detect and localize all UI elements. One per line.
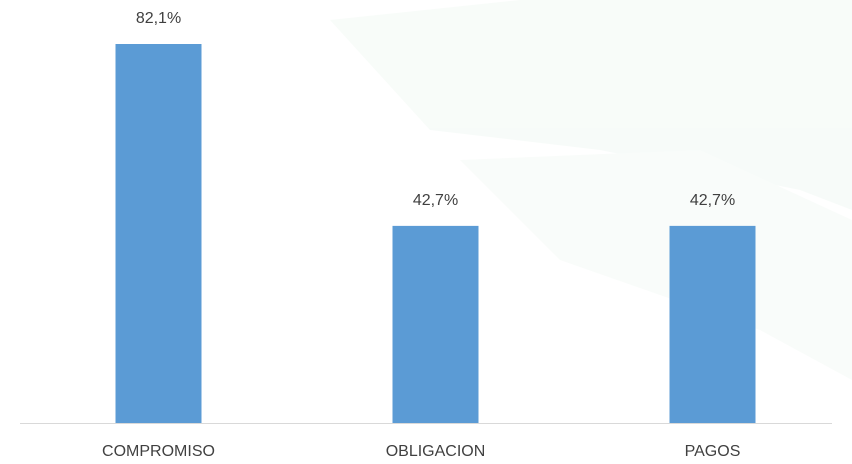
data-label: 42,7% [690,192,735,209]
watermark-shape [330,0,852,210]
bar [392,225,479,423]
x-tick-label: OBLIGACION [386,443,486,460]
bar [115,44,202,423]
x-tick-label: COMPROMISO [102,443,215,460]
data-label: 42,7% [413,192,458,209]
bar [669,225,756,423]
x-tick-label: PAGOS [685,443,741,460]
data-label: 82,1% [136,10,181,27]
